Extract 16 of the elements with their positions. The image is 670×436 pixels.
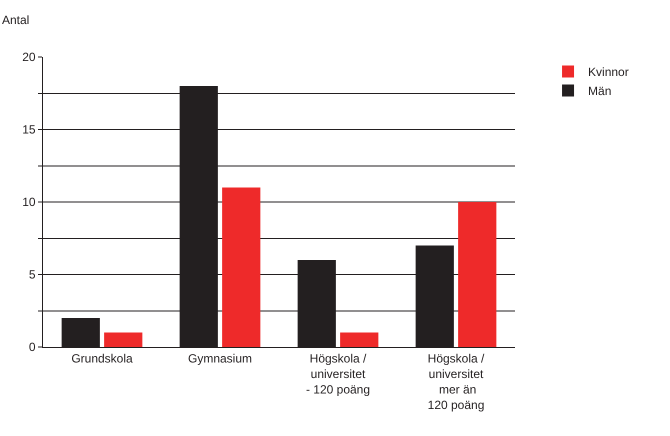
legend-label: Kvinnor <box>588 65 629 80</box>
x-tick-label: Gymnasium <box>188 351 252 366</box>
y-tick-label: 0 <box>28 340 36 354</box>
bar <box>222 188 260 347</box>
y-tick-label: 20 <box>22 50 36 64</box>
legend-label: Män <box>588 84 612 98</box>
x-tick-label: Högskola / universitet mer än 120 poäng <box>428 351 486 412</box>
y-tick-label: 5 <box>28 268 36 282</box>
bar <box>458 202 496 347</box>
x-tick-label: Högskola / universitet - 120 poäng <box>306 351 370 397</box>
y-axis-title: Antal <box>2 13 30 27</box>
y-tick-label: 15 <box>22 122 36 137</box>
x-tick-label: Grundskola <box>71 351 134 366</box>
y-tick-label: 10 <box>22 195 36 210</box>
bar <box>340 332 378 347</box>
bar <box>104 332 142 347</box>
